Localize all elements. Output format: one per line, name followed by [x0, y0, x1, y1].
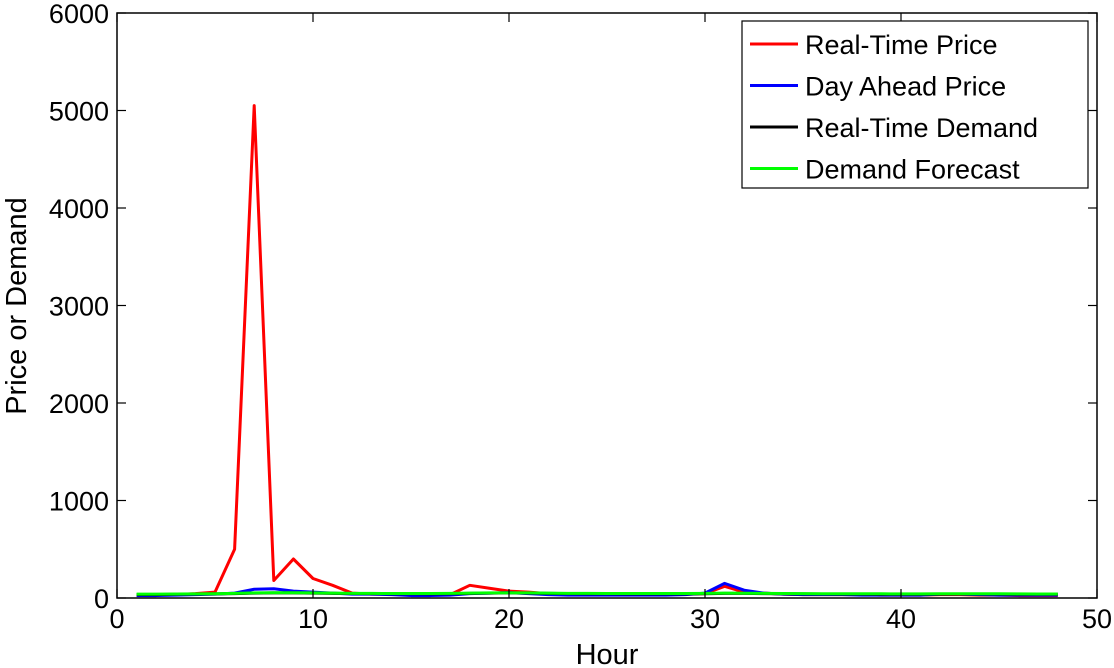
legend-label: Day Ahead Price	[805, 72, 1006, 102]
x-tick-label: 0	[109, 604, 124, 634]
series-line-demand-forecast	[136, 591, 1058, 596]
series-layer	[136, 104, 1058, 598]
x-tick-label: 50	[1082, 604, 1112, 634]
legend-items: Real-Time Price Day Ahead Price Real-Time …	[750, 30, 1038, 185]
y-tick-label: 3000	[49, 292, 109, 322]
x-tick-label: 30	[690, 604, 720, 634]
legend-box	[741, 20, 1089, 189]
legend-label: Real-Time Price	[805, 30, 998, 60]
x-tick-label: 40	[886, 604, 916, 634]
legend: Real-Time Price Day Ahead Price Real-Time …	[741, 20, 1089, 189]
y-tick-label: 0	[94, 584, 109, 614]
ticks-layer: 0 10 20 30 40 50 0 1000 2000 3000 4000 5000 6000	[49, 0, 1112, 634]
legend-label: Demand Forecast	[805, 155, 1020, 185]
x-tick-label: 10	[298, 604, 328, 634]
x-axis-label: Hour	[576, 639, 639, 668]
y-tick-label: 6000	[49, 0, 109, 29]
y-tick-label: 5000	[49, 97, 109, 127]
y-tick-label: 4000	[49, 194, 109, 224]
y-axis-label: Price or Demand	[1, 197, 33, 415]
y-tick-label: 1000	[49, 487, 109, 517]
y-tick-label: 2000	[49, 389, 109, 419]
x-tick-label: 20	[494, 604, 524, 634]
legend-label: Real-Time Demand	[805, 113, 1038, 143]
